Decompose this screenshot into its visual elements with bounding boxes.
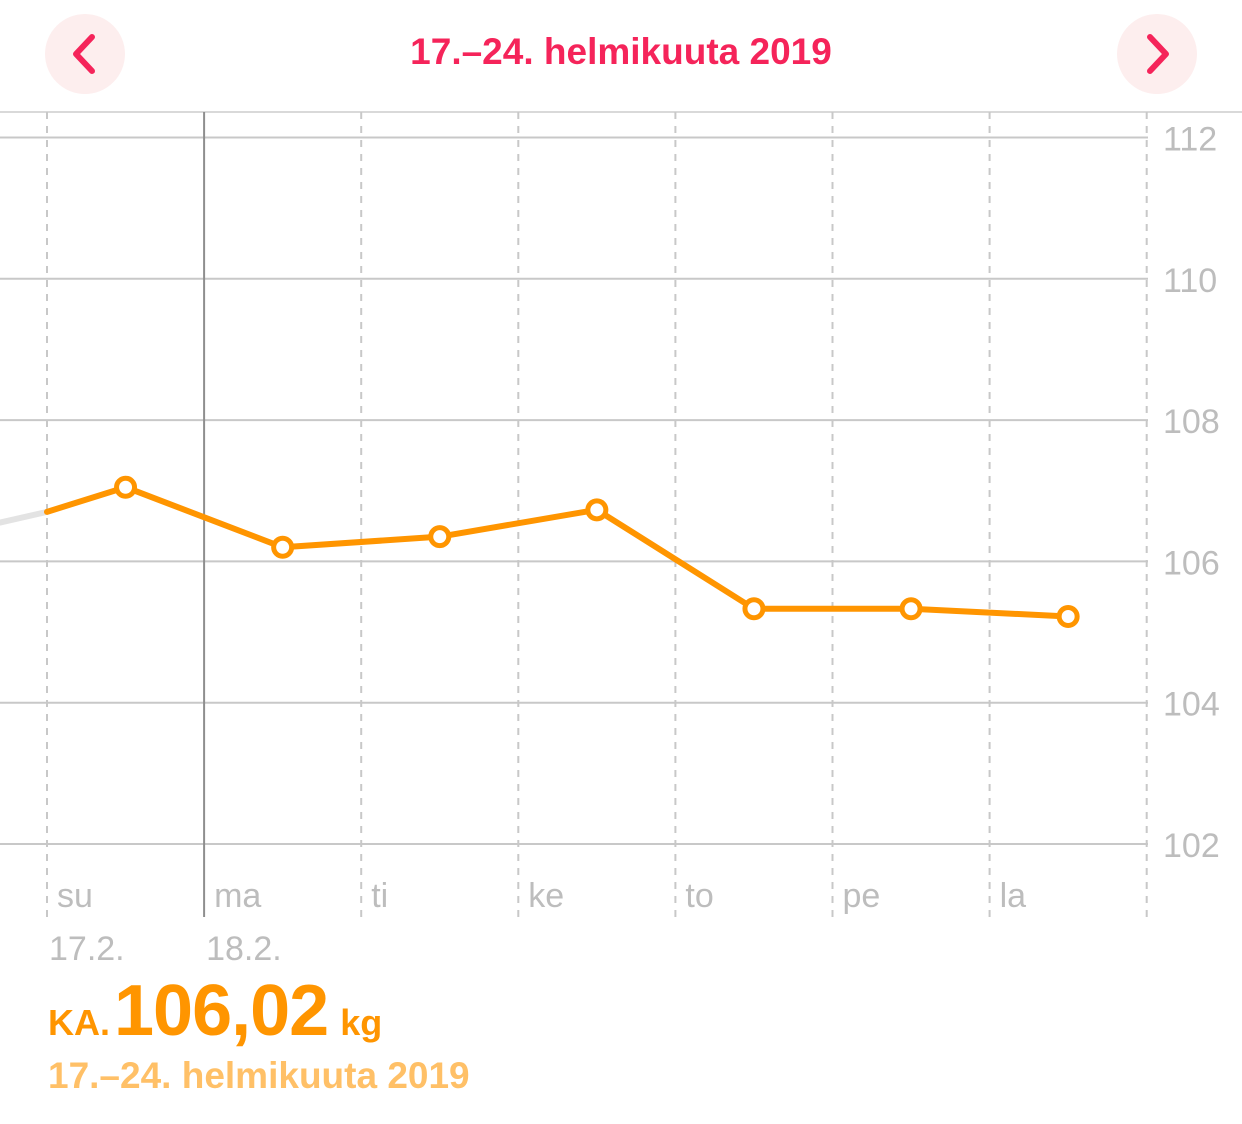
data-point-ti[interactable] [428,525,452,549]
weight-chart[interactable]: 112 110 108 106 104 102 su ma ti ke to pe la 17.2. 18.… [0,112,1242,962]
data-point-pe[interactable] [899,597,923,621]
x-tick-label-day: su [57,877,93,915]
y-tick-label: 102 [1163,827,1220,865]
header: 17.–24. helmikuuta 2019 [0,0,1242,113]
x-tick-label-date: 17.2. [49,930,125,962]
x-tick-label-day: to [685,877,713,915]
average-readout: KA. 106,02 kg [48,975,470,1047]
data-point-la[interactable] [1056,605,1080,629]
y-tick-label: 112 [1163,121,1217,159]
y-tick-label: 104 [1163,686,1220,724]
x-tick-label-date: 18.2. [206,930,282,962]
header-divider [0,111,1242,113]
data-point-ke[interactable] [585,498,609,522]
x-tick-label-day: ma [214,877,261,915]
x-tick-label-day: ti [371,877,388,915]
summary-date-range: 17.–24. helmikuuta 2019 [48,1055,470,1096]
chevron-left-icon [73,34,95,74]
series-line-entry [44,484,129,515]
average-prefix: KA. [48,1002,110,1043]
y-tick-label: 106 [1163,544,1220,582]
average-value: 106,02 [114,971,329,1051]
date-range-title: 17.–24. helmikuuta 2019 [410,31,832,72]
x-tick-label-day: pe [843,877,881,915]
data-point-to[interactable] [742,597,766,621]
x-tick-label-day: la [1000,877,1027,915]
previous-week-button[interactable] [45,14,125,94]
chevron-right-icon [1147,34,1169,74]
average-unit: kg [340,1002,383,1043]
data-point-ma[interactable] [271,535,295,559]
y-tick-label: 108 [1163,403,1220,441]
summary: KA. 106,02 kg 17.–24. helmikuuta 2019 [48,975,470,1097]
y-tick-label: 110 [1163,262,1217,300]
x-tick-label-day: ke [528,877,564,915]
previous-period-line [0,508,50,526]
data-point-su[interactable] [114,475,138,499]
next-week-button[interactable] [1117,14,1197,94]
